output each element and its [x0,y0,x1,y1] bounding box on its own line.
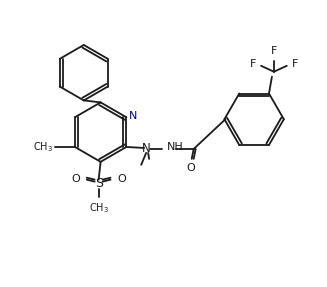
Text: N: N [142,142,150,156]
Text: NH: NH [167,142,184,152]
Text: S: S [95,177,103,190]
Text: O: O [71,174,80,184]
Text: CH$_3$: CH$_3$ [33,140,53,154]
Text: O: O [117,174,126,184]
Text: F: F [292,59,298,69]
Text: F: F [250,59,256,69]
Text: F: F [271,46,277,56]
Text: N: N [129,111,138,121]
Text: O: O [186,163,195,173]
Text: CH$_3$: CH$_3$ [89,201,109,215]
